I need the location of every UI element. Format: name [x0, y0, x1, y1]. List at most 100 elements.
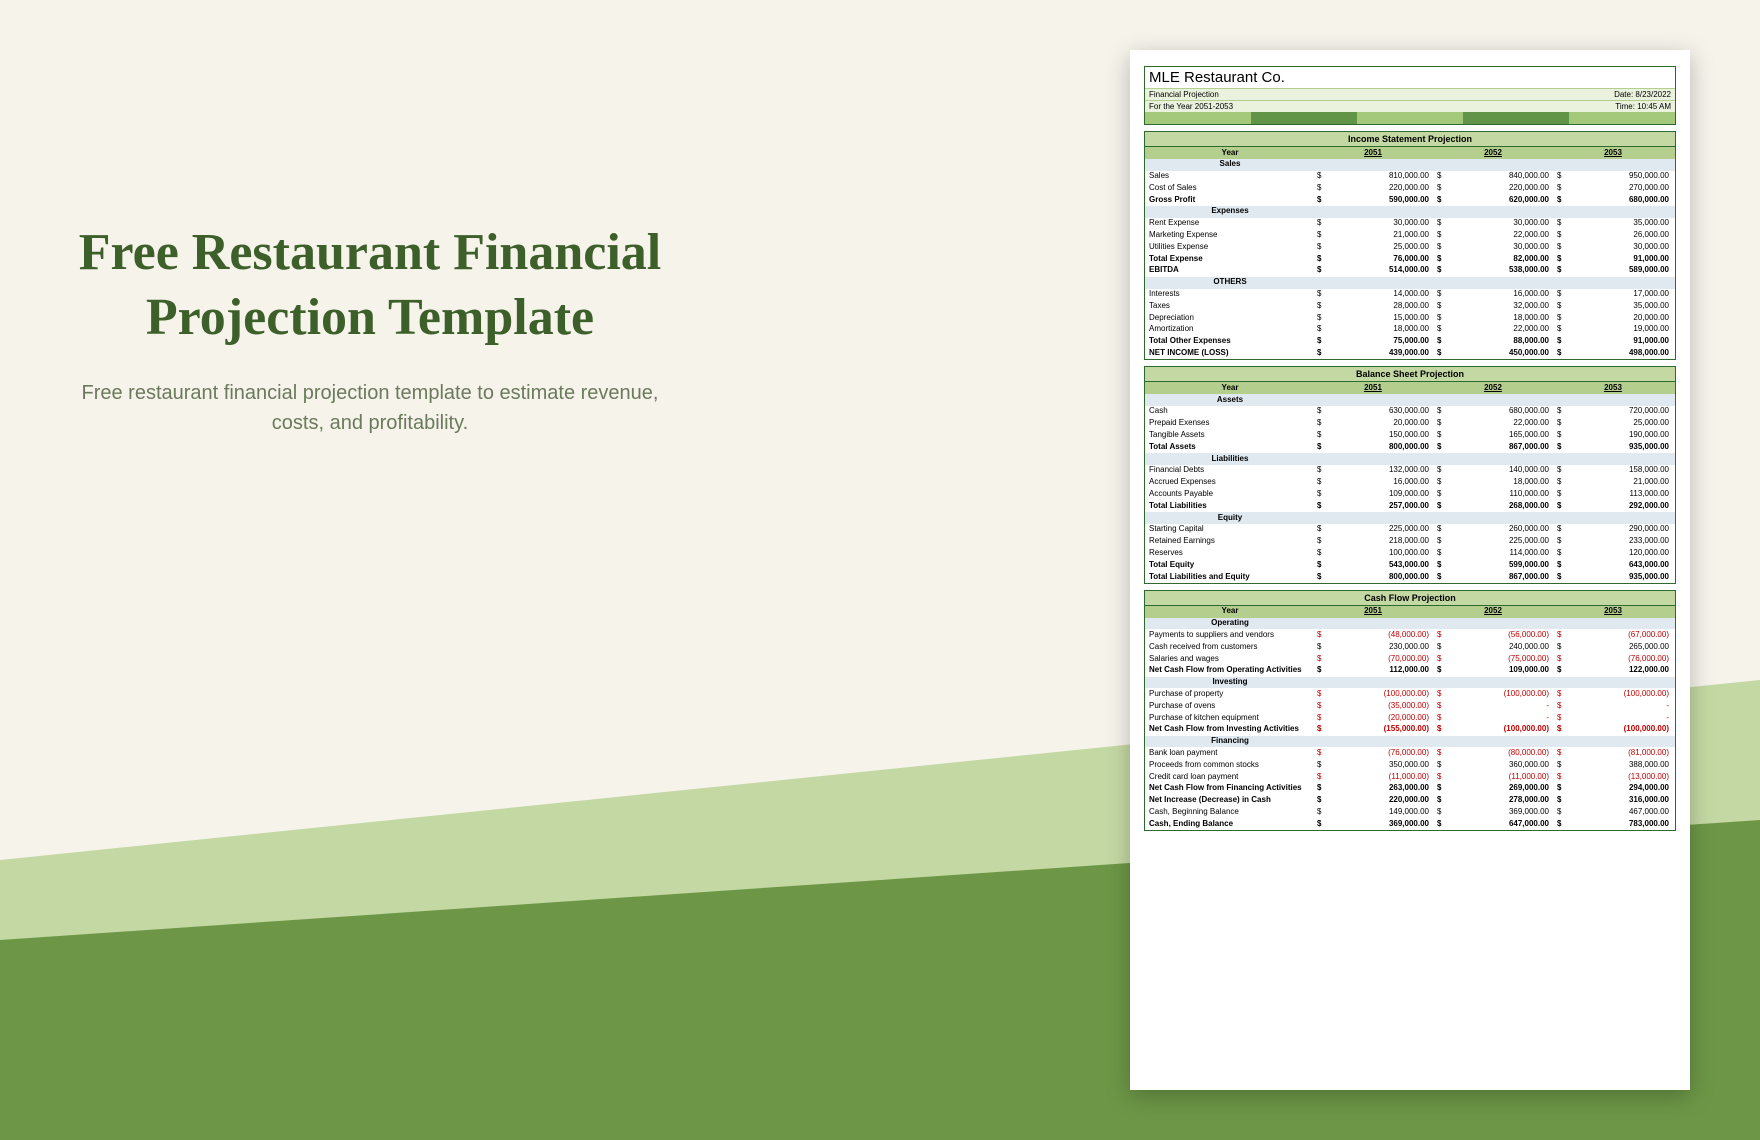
data-row: Proceeds from common stocks$350,000.00$3… [1145, 759, 1675, 771]
category-row: Liabilities [1145, 453, 1675, 465]
data-row: Accrued Expenses$16,000.00$18,000.00$21,… [1145, 477, 1675, 489]
cell: $589,000.00 [1555, 265, 1675, 277]
category-label: Operating [1145, 618, 1315, 630]
data-row: Net Cash Flow from Financing Activities$… [1145, 783, 1675, 795]
row-label: Cash received from customers [1145, 641, 1315, 653]
cell: $(100,000.00) [1555, 724, 1675, 736]
cell: $18,000.00 [1435, 312, 1555, 324]
header-left-1: Financial Projection [1149, 90, 1219, 99]
year-col: 2053 [1555, 382, 1675, 394]
cell: $800,000.00 [1315, 571, 1435, 583]
cell: $26,000.00 [1555, 230, 1675, 242]
category-row: Sales [1145, 159, 1675, 171]
cell: $800,000.00 [1315, 441, 1435, 453]
row-label: Cash [1145, 406, 1315, 418]
data-row: Reserves$100,000.00$114,000.00$120,000.0… [1145, 548, 1675, 560]
data-row: Starting Capital$225,000.00$260,000.00$2… [1145, 524, 1675, 536]
cell: $(155,000.00) [1315, 724, 1435, 736]
cell: $122,000.00 [1555, 665, 1675, 677]
data-row: Utilities Expense$25,000.00$30,000.00$30… [1145, 241, 1675, 253]
cell: $30,000.00 [1555, 241, 1675, 253]
cell: $543,000.00 [1315, 559, 1435, 571]
cell: $360,000.00 [1435, 759, 1555, 771]
cell: $263,000.00 [1315, 783, 1435, 795]
year-col: 2051 [1315, 382, 1435, 394]
data-row: Rent Expense$30,000.00$30,000.00$35,000.… [1145, 218, 1675, 230]
row-label: Net Increase (Decrease) in Cash [1145, 795, 1315, 807]
company-name: MLE Restaurant Co. [1145, 67, 1675, 88]
cell: $18,000.00 [1315, 324, 1435, 336]
row-label: NET INCOME (LOSS) [1145, 348, 1315, 360]
row-label: Financial Debts [1145, 465, 1315, 477]
cell: $268,000.00 [1435, 500, 1555, 512]
row-label: Cost of Sales [1145, 182, 1315, 194]
cell: $(81,000.00) [1555, 747, 1675, 759]
row-label: Utilities Expense [1145, 241, 1315, 253]
section-header: Income Statement Projection [1145, 132, 1675, 147]
cell: $120,000.00 [1555, 548, 1675, 560]
cell: $16,000.00 [1435, 289, 1555, 301]
cell: $22,000.00 [1435, 418, 1555, 430]
row-label: Prepaid Exenses [1145, 418, 1315, 430]
cell: $(13,000.00) [1555, 771, 1675, 783]
cell: $(100,000.00) [1315, 688, 1435, 700]
row-label: Net Cash Flow from Financing Activities [1145, 783, 1315, 795]
data-row: Retained Earnings$218,000.00$225,000.00$… [1145, 536, 1675, 548]
cell: $30,000.00 [1435, 241, 1555, 253]
category-label: Expenses [1145, 206, 1315, 218]
cell: $(56,000.00) [1435, 629, 1555, 641]
row-label: Taxes [1145, 300, 1315, 312]
cell: $20,000.00 [1315, 418, 1435, 430]
cell: $316,000.00 [1555, 795, 1675, 807]
cell: $647,000.00 [1435, 818, 1555, 830]
data-row: Total Equity$543,000.00$599,000.00$643,0… [1145, 559, 1675, 571]
cell: $91,000.00 [1555, 253, 1675, 265]
cell: $132,000.00 [1315, 465, 1435, 477]
category-label: Equity [1145, 512, 1315, 524]
cell: $25,000.00 [1315, 241, 1435, 253]
category-label: Liabilities [1145, 453, 1315, 465]
category-row: Investing [1145, 677, 1675, 689]
cell: $19,000.00 [1555, 324, 1675, 336]
row-label: Proceeds from common stocks [1145, 759, 1315, 771]
cell: $240,000.00 [1435, 641, 1555, 653]
cell: $369,000.00 [1435, 806, 1555, 818]
cell: $20,000.00 [1555, 312, 1675, 324]
cell: $538,000.00 [1435, 265, 1555, 277]
data-row: Gross Profit$590,000.00$620,000.00$680,0… [1145, 194, 1675, 206]
data-row: Payments to suppliers and vendors$(48,00… [1145, 629, 1675, 641]
row-label: Accounts Payable [1145, 489, 1315, 501]
cell: $88,000.00 [1435, 336, 1555, 348]
cell: $498,000.00 [1555, 348, 1675, 360]
cell: $467,000.00 [1555, 806, 1675, 818]
section-header: Balance Sheet Projection [1145, 367, 1675, 382]
data-row: Purchase of property$(100,000.00)$(100,0… [1145, 688, 1675, 700]
cell: $158,000.00 [1555, 465, 1675, 477]
data-row: Cash, Beginning Balance$149,000.00$369,0… [1145, 806, 1675, 818]
row-label: Sales [1145, 171, 1315, 183]
data-row: Financial Debts$132,000.00$140,000.00$15… [1145, 465, 1675, 477]
cell: $18,000.00 [1435, 477, 1555, 489]
cell: $(100,000.00) [1435, 688, 1555, 700]
data-row: Salaries and wages$(70,000.00)$(75,000.0… [1145, 653, 1675, 665]
row-label: Net Cash Flow from Operating Activities [1145, 665, 1315, 677]
cell: $14,000.00 [1315, 289, 1435, 301]
cell: $218,000.00 [1315, 536, 1435, 548]
data-row: Total Liabilities$257,000.00$268,000.00$… [1145, 500, 1675, 512]
cell: $220,000.00 [1315, 182, 1435, 194]
row-label: Total Assets [1145, 441, 1315, 453]
data-row: Taxes$28,000.00$32,000.00$35,000.00 [1145, 300, 1675, 312]
data-row: EBITDA$514,000.00$538,000.00$589,000.00 [1145, 265, 1675, 277]
cell: $22,000.00 [1435, 230, 1555, 242]
year-row: Year205120522053 [1145, 382, 1675, 394]
cell: $260,000.00 [1435, 524, 1555, 536]
section: Income Statement ProjectionYear205120522… [1144, 131, 1676, 360]
page-subtitle: Free restaurant financial projection tem… [60, 378, 680, 438]
year-label: Year [1145, 147, 1315, 159]
category-row: Equity [1145, 512, 1675, 524]
year-col: 2053 [1555, 606, 1675, 618]
row-label: Depreciation [1145, 312, 1315, 324]
cell: $22,000.00 [1435, 324, 1555, 336]
data-row: NET INCOME (LOSS)$439,000.00$450,000.00$… [1145, 348, 1675, 360]
cell: $269,000.00 [1435, 783, 1555, 795]
